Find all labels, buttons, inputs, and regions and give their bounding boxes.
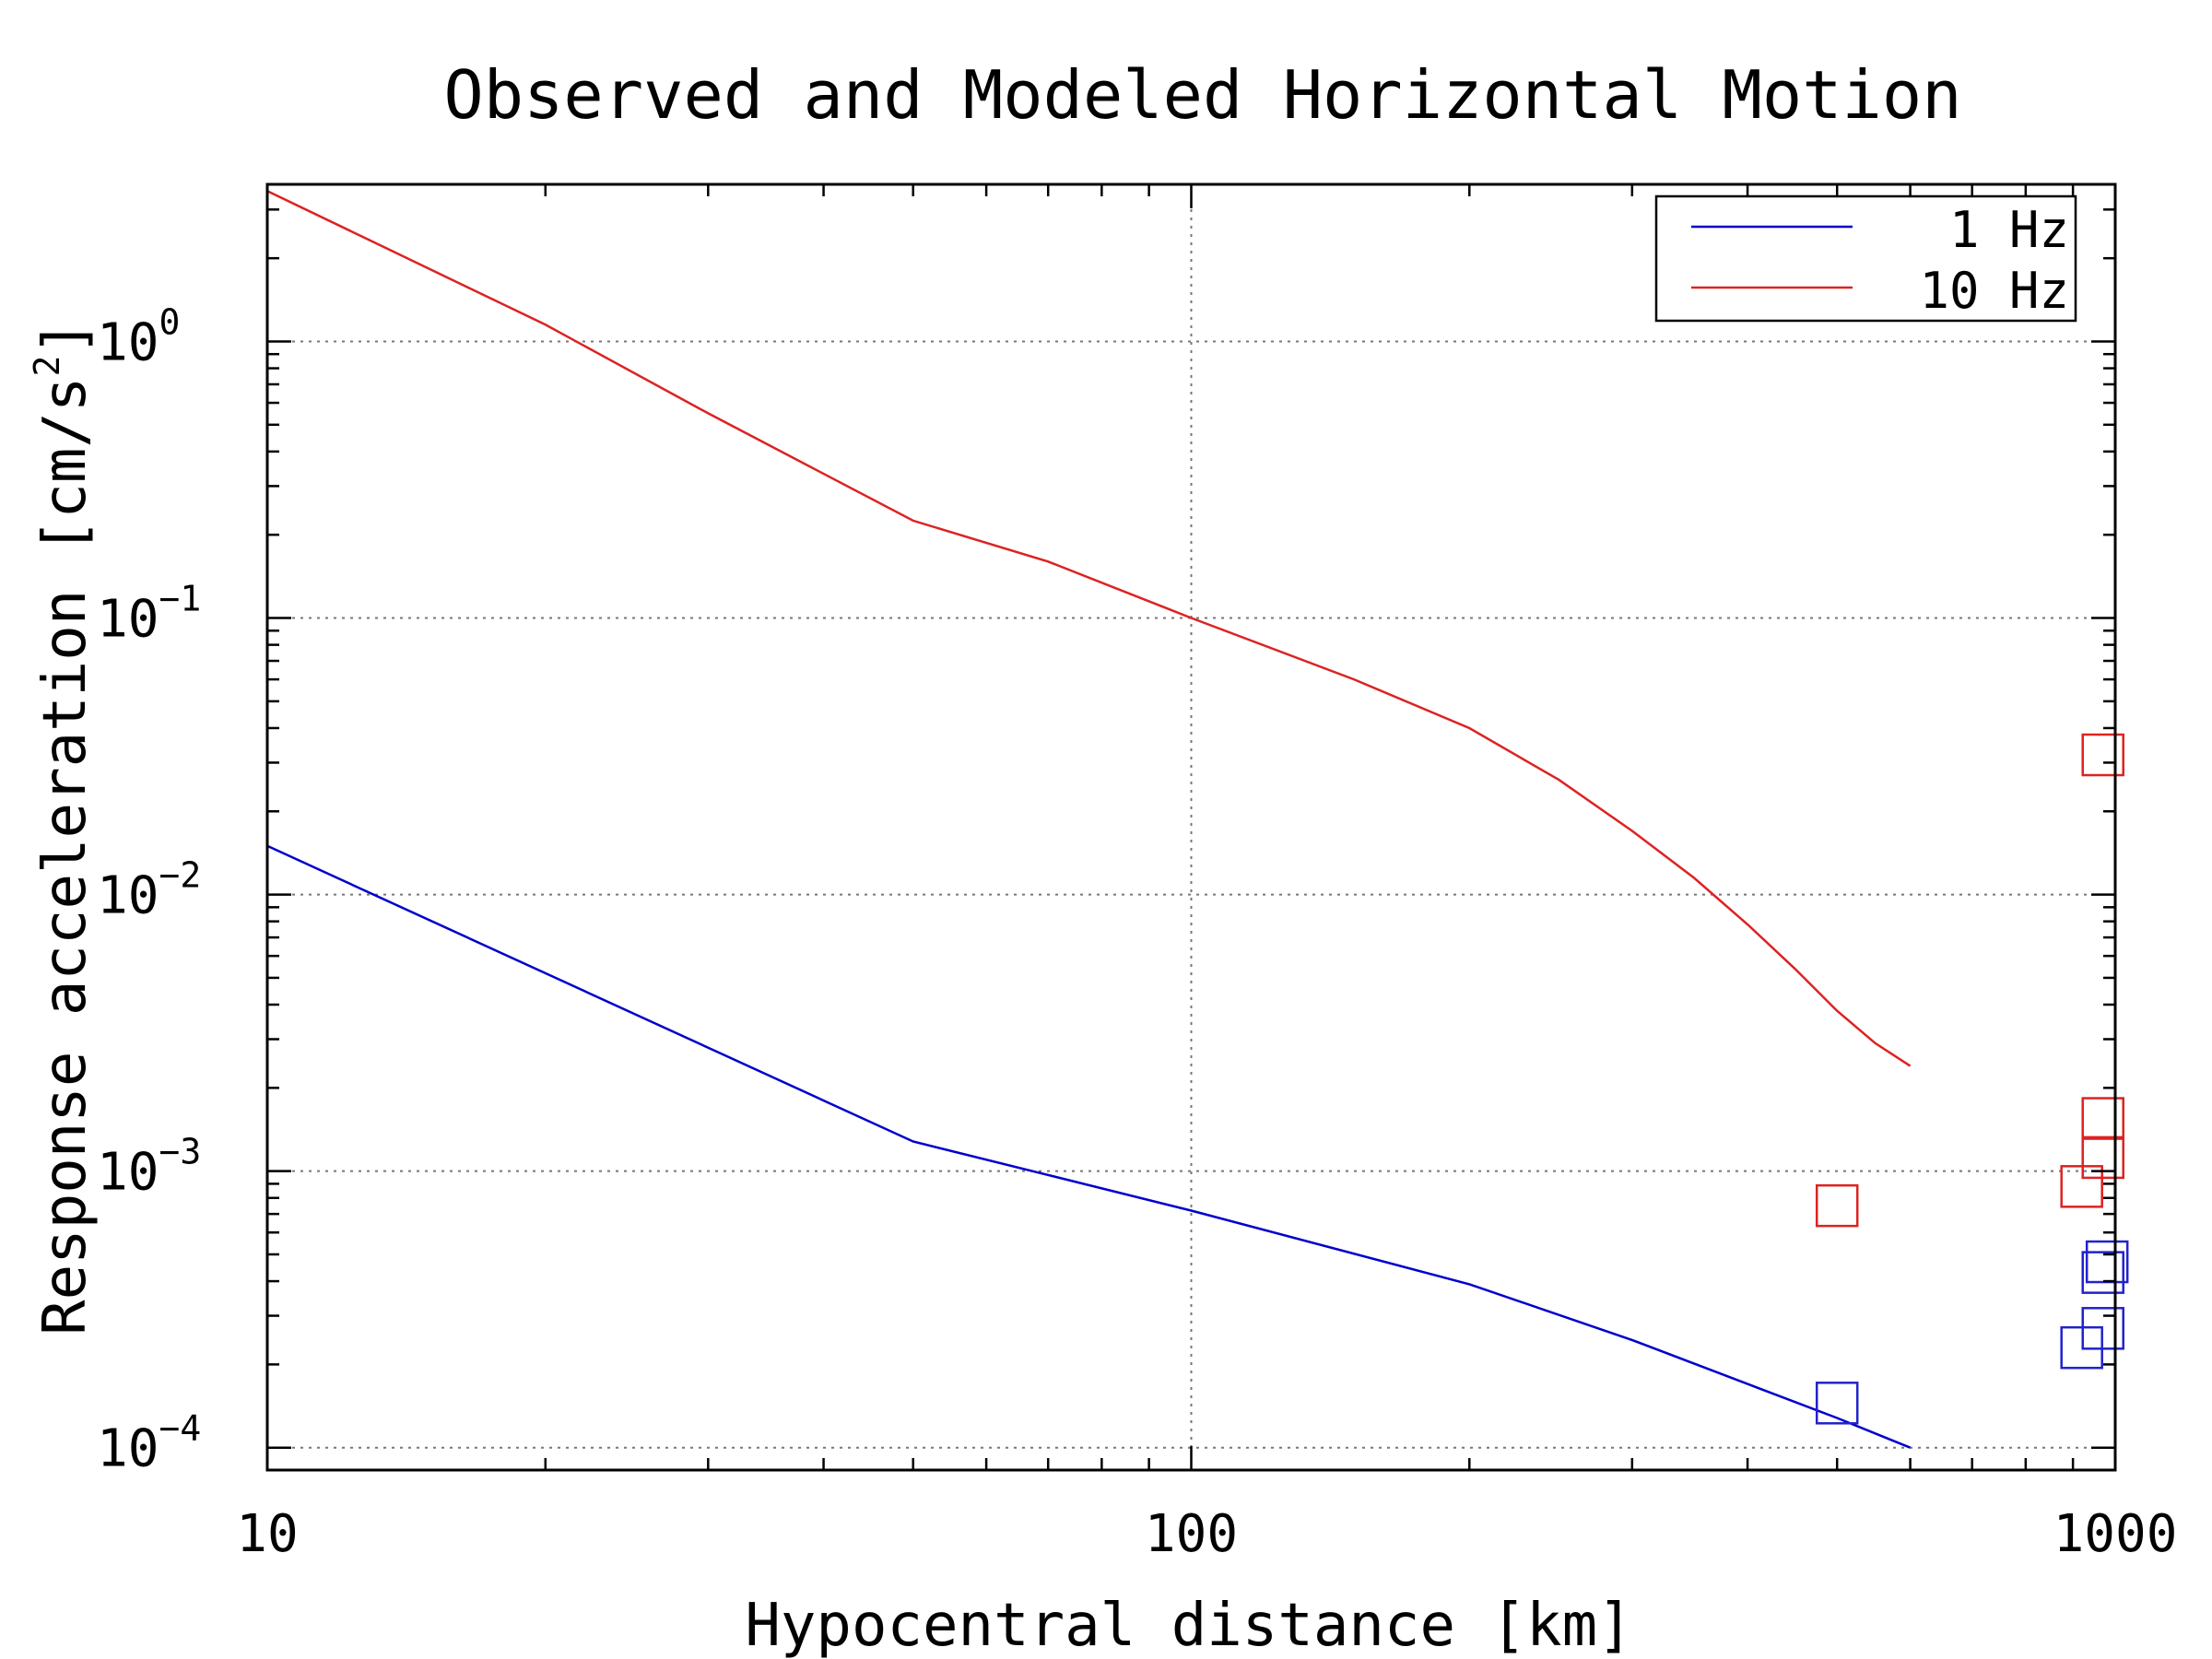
grid-lines	[267, 184, 2115, 1470]
series-layer	[266, 190, 1912, 1449]
legend-box	[1654, 194, 2077, 323]
y-tick-label: 100	[97, 301, 180, 372]
observed-marker-1hz	[1815, 1382, 1859, 1425]
x-tick-label: 100	[1145, 1504, 1238, 1564]
series-line-10hz	[266, 190, 1912, 1067]
observed-marker-10hz	[2081, 733, 2124, 777]
observed-marker-1hz	[2081, 1251, 2124, 1294]
axis-ticks	[265, 184, 2117, 1470]
x-axis-label: Hypocentral distance [km]	[745, 1592, 1632, 1659]
observed-marker-1hz	[2085, 1240, 2129, 1284]
legend-label-1hz: 1 Hz	[1949, 201, 2069, 259]
y-tick-label: 10−2	[97, 855, 201, 926]
y-axis-label: Response acceleration [cm/s2]	[27, 320, 100, 1335]
legend-label-10hz: 10 Hz	[1919, 262, 2069, 320]
x-tick-label: 10	[236, 1504, 298, 1564]
observed-markers	[1815, 733, 2129, 1425]
y-tick-label: 10−4	[97, 1408, 201, 1479]
y-tick-label: 10−3	[97, 1132, 201, 1203]
observed-marker-1hz	[2081, 1307, 2124, 1350]
x-tick-label: 1000	[2053, 1504, 2178, 1564]
chart-title: Observed and Modeled Horizontal Motion	[443, 56, 1961, 134]
x-tick-labels: 10 100 1000	[236, 1504, 2177, 1564]
observed-marker-10hz	[2081, 1135, 2124, 1180]
legend: 1 Hz 10 Hz	[1654, 194, 2077, 323]
observed-marker-10hz	[1815, 1183, 1859, 1228]
observed-marker-10hz	[2081, 1097, 2124, 1140]
y-tick-label: 10−1	[97, 579, 201, 650]
y-tick-labels: 100 10−1 10−2 10−3 10−4	[97, 301, 201, 1478]
series-line-1hz	[266, 844, 1912, 1449]
